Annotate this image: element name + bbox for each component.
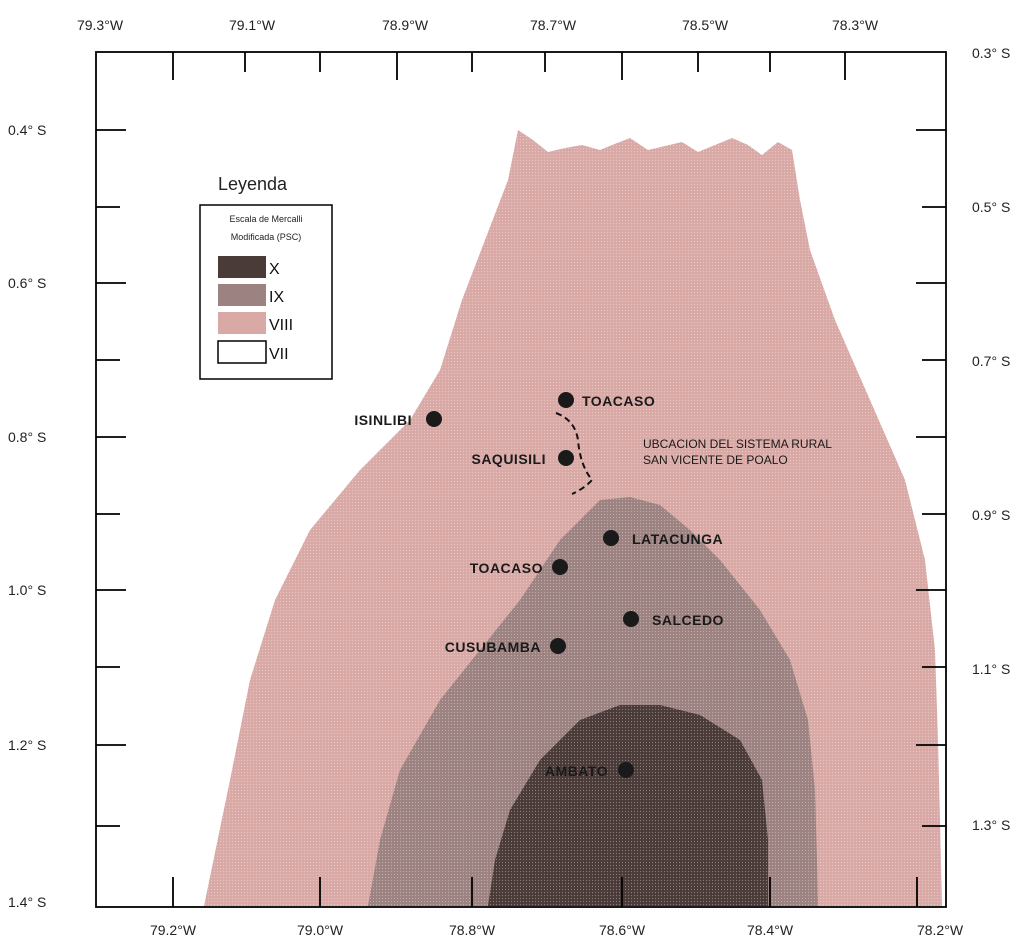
left-lat-label: 1.0° S bbox=[8, 582, 46, 598]
right-lat-label: 0.7° S bbox=[972, 353, 1010, 369]
city-marker bbox=[558, 392, 574, 408]
legend-label: VII bbox=[269, 346, 289, 363]
top-lon-label: 78.5°W bbox=[682, 17, 729, 33]
city-marker bbox=[603, 530, 619, 546]
legend-label: X bbox=[269, 261, 280, 278]
bottom-lon-label: 78.8°W bbox=[449, 922, 496, 938]
city-label: CUSUBAMBA bbox=[445, 639, 541, 655]
city-marker bbox=[618, 762, 634, 778]
bottom-lon-label: 79.2°W bbox=[150, 922, 197, 938]
city-label: SALCEDO bbox=[652, 612, 724, 628]
legend-swatch-viii bbox=[218, 312, 266, 334]
annotation-line: SAN VICENTE DE POALO bbox=[643, 453, 788, 467]
city-label: AMBATO bbox=[545, 763, 608, 779]
top-lon-label: 78.3°W bbox=[832, 17, 879, 33]
right-lat-label: 0.3° S bbox=[972, 45, 1010, 61]
top-lon-label: 78.7°W bbox=[530, 17, 577, 33]
top-lon-label: 79.1°W bbox=[229, 17, 276, 33]
right-lat-label: 0.9° S bbox=[972, 507, 1010, 523]
bottom-lon-labels: 79.2°W 79.0°W 78.8°W 78.6°W 78.4°W 78.2°… bbox=[150, 922, 964, 938]
right-lat-labels: 0.3° S 0.5° S 0.7° S 0.9° S 1.1° S 1.3° … bbox=[972, 45, 1010, 833]
city-label: TOACASO bbox=[582, 393, 655, 409]
legend: Leyenda Escala de Mercalli Modificada (P… bbox=[199, 174, 333, 380]
top-lon-label: 78.9°W bbox=[382, 17, 429, 33]
legend-subtitle: Escala de Mercalli bbox=[229, 214, 302, 224]
city-label: LATACUNGA bbox=[632, 531, 723, 547]
bottom-lon-label: 78.6°W bbox=[599, 922, 646, 938]
city-label: ISINLIBI bbox=[354, 412, 412, 428]
bottom-lon-label: 78.4°W bbox=[747, 922, 794, 938]
right-lat-label: 1.3° S bbox=[972, 817, 1010, 833]
city-label: TOACASO bbox=[470, 560, 543, 576]
legend-subtitle: Modificada (PSC) bbox=[231, 232, 302, 242]
city-marker bbox=[426, 411, 442, 427]
city-marker bbox=[552, 559, 568, 575]
right-lat-label: 0.5° S bbox=[972, 199, 1010, 215]
legend-swatch-x bbox=[218, 256, 266, 278]
legend-swatch-vii bbox=[217, 340, 267, 364]
city-label: SAQUISILI bbox=[471, 451, 546, 467]
top-lon-label: 79.3°W bbox=[77, 17, 124, 33]
left-lat-label: 0.4° S bbox=[8, 122, 46, 138]
city-marker bbox=[550, 638, 566, 654]
city-marker bbox=[623, 611, 639, 627]
intensity-zones bbox=[96, 52, 946, 907]
cities: TOACASO ISINLIBI SAQUISILI LATACUNGA TOA… bbox=[354, 392, 724, 779]
legend-label: IX bbox=[269, 289, 284, 306]
left-lat-label: 0.6° S bbox=[8, 275, 46, 291]
right-lat-label: 1.1° S bbox=[972, 661, 1010, 677]
left-lat-label: 1.2° S bbox=[8, 737, 46, 753]
top-lon-labels: 79.3°W 79.1°W 78.9°W 78.7°W 78.5°W 78.3°… bbox=[77, 17, 879, 33]
map-frame bbox=[95, 51, 947, 908]
legend-title: Leyenda bbox=[218, 174, 288, 194]
legend-label: VIII bbox=[269, 317, 293, 334]
frame-ticks bbox=[96, 52, 946, 907]
location-dashed-line bbox=[555, 412, 594, 495]
legend-swatch-ix bbox=[218, 284, 266, 306]
location-annotation: UBCACION DEL SISTEMA RURAL SAN VICENTE D… bbox=[643, 437, 832, 467]
bottom-lon-label: 78.2°W bbox=[917, 922, 964, 938]
left-lat-label: 1.4° S bbox=[8, 894, 46, 910]
left-lat-labels: 0.4° S 0.6° S 0.8° S 1.0° S 1.2° S 1.4° … bbox=[8, 122, 46, 910]
bottom-lon-label: 79.0°W bbox=[297, 922, 344, 938]
city-marker bbox=[558, 450, 574, 466]
left-lat-label: 0.8° S bbox=[8, 429, 46, 445]
annotation-line: UBCACION DEL SISTEMA RURAL bbox=[643, 437, 832, 451]
